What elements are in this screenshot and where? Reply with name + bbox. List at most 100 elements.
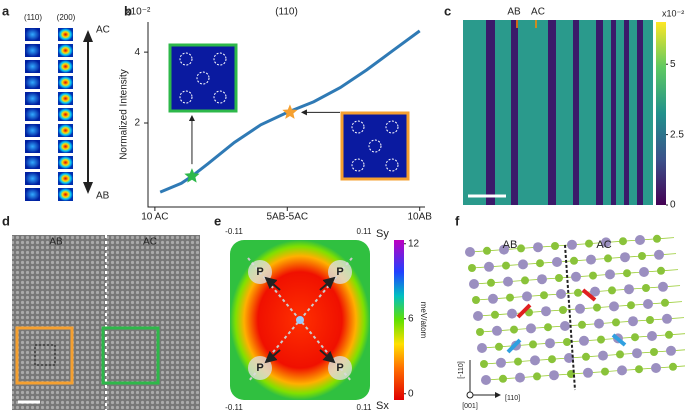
atom-ga — [551, 242, 559, 250]
atom-ga — [510, 325, 518, 334]
diffraction-spot — [25, 124, 40, 137]
atom-ga — [563, 338, 571, 346]
diffraction-spot — [58, 28, 73, 41]
atom-mn — [499, 244, 509, 255]
star-marker — [282, 104, 298, 119]
atom-mn — [488, 293, 498, 304]
atom-ga — [593, 303, 601, 312]
colorbar-tick-label: 6 — [408, 313, 414, 324]
atom-mn — [662, 313, 672, 324]
bottom-label: AB — [96, 191, 110, 202]
atom-ga — [604, 254, 612, 263]
atom-ga — [495, 342, 503, 351]
inset-ring — [368, 139, 382, 153]
map-label: AB — [507, 7, 521, 18]
atom-mn — [564, 353, 574, 363]
atom-mn — [628, 316, 638, 327]
inset-frame — [15, 326, 74, 385]
atom-mn — [598, 350, 608, 361]
atom-ga — [642, 284, 650, 292]
inset-ring — [385, 158, 399, 172]
atom-mn — [560, 321, 570, 331]
diffraction-spot — [58, 124, 73, 137]
atom-mn — [530, 355, 540, 366]
direction: [110] — [505, 395, 520, 402]
diffraction-spot — [58, 188, 73, 201]
atom-mn — [620, 252, 630, 263]
diffraction-spot — [25, 188, 40, 201]
atom-mn — [651, 363, 661, 373]
axis-label: Sx — [376, 400, 389, 412]
markers — [516, 20, 537, 28]
inset — [168, 43, 238, 113]
inset-ring — [351, 158, 365, 172]
diffraction-spot — [25, 108, 40, 121]
stripe — [611, 20, 616, 205]
atom-mn — [484, 261, 494, 272]
p-label: P — [256, 362, 263, 374]
atom-mn — [496, 357, 506, 368]
atom-ga — [533, 372, 541, 381]
colorbar — [656, 22, 666, 205]
atom-mn — [567, 239, 577, 250]
atom-ga — [661, 298, 669, 307]
atom-ga — [506, 293, 514, 302]
column-label: (200) — [57, 13, 76, 22]
atom-ga — [653, 234, 661, 243]
image-label: AC — [143, 237, 157, 248]
colorbar-scale: x10⁻² — [662, 8, 684, 18]
atom-ga — [499, 374, 507, 383]
colorbar-tick-label: 12 — [408, 238, 420, 249]
atom-mn — [571, 271, 581, 282]
diffraction-spot — [58, 140, 73, 153]
colorbar-unit: meV/atom — [419, 302, 428, 339]
atom-ga — [491, 310, 499, 319]
column-label: (110) — [24, 13, 42, 22]
atom-ga — [608, 286, 616, 295]
inset-ring — [179, 90, 193, 104]
p-arrow — [264, 349, 281, 364]
atom-mn — [647, 331, 657, 341]
atom-mn — [518, 259, 528, 270]
diffraction-spot — [25, 156, 40, 169]
corner-label: -0.11 — [225, 403, 243, 412]
atom-ga — [468, 264, 476, 272]
atom-mn — [552, 257, 562, 267]
atom-mn — [541, 306, 551, 317]
inset-ring — [196, 71, 210, 85]
atom-mn — [601, 237, 611, 248]
inset-box — [34, 344, 56, 366]
p-arrow — [319, 349, 336, 364]
atom-mn — [503, 276, 513, 287]
stripe — [624, 20, 629, 205]
diffraction-spot — [58, 60, 73, 73]
y-axis-label: Normalized Intensity — [119, 69, 130, 160]
y-scale: x10⁻² — [126, 7, 151, 18]
direction: [-110] — [458, 361, 465, 378]
direction: [001] — [462, 403, 478, 410]
map-label: AC — [531, 7, 545, 18]
atom-ga — [536, 259, 544, 268]
atom-ga — [502, 261, 510, 270]
atom-ga — [585, 239, 593, 248]
colorbar — [394, 240, 404, 400]
panel-label: b — [124, 3, 132, 18]
atom-mn — [594, 318, 604, 329]
stripe — [637, 20, 643, 205]
x-tick-label: 10 AC — [141, 212, 168, 223]
diffraction-spot — [58, 156, 73, 169]
colorbar-tick-label: 0 — [670, 200, 676, 211]
atom-ga — [521, 276, 529, 285]
stripe — [596, 20, 603, 205]
colorbar-tick-label: 5 — [670, 59, 676, 70]
atom-ga — [476, 328, 484, 336]
atom-ga — [540, 291, 548, 300]
diffraction-spot — [58, 108, 73, 121]
panel-label: e — [214, 213, 221, 228]
diffraction-spot — [25, 44, 40, 57]
p-label: P — [336, 362, 343, 374]
atom-ga — [623, 269, 631, 278]
y-tick-label: 2 — [134, 118, 140, 129]
out-of-plane — [466, 391, 474, 399]
atom-ga — [514, 357, 522, 366]
